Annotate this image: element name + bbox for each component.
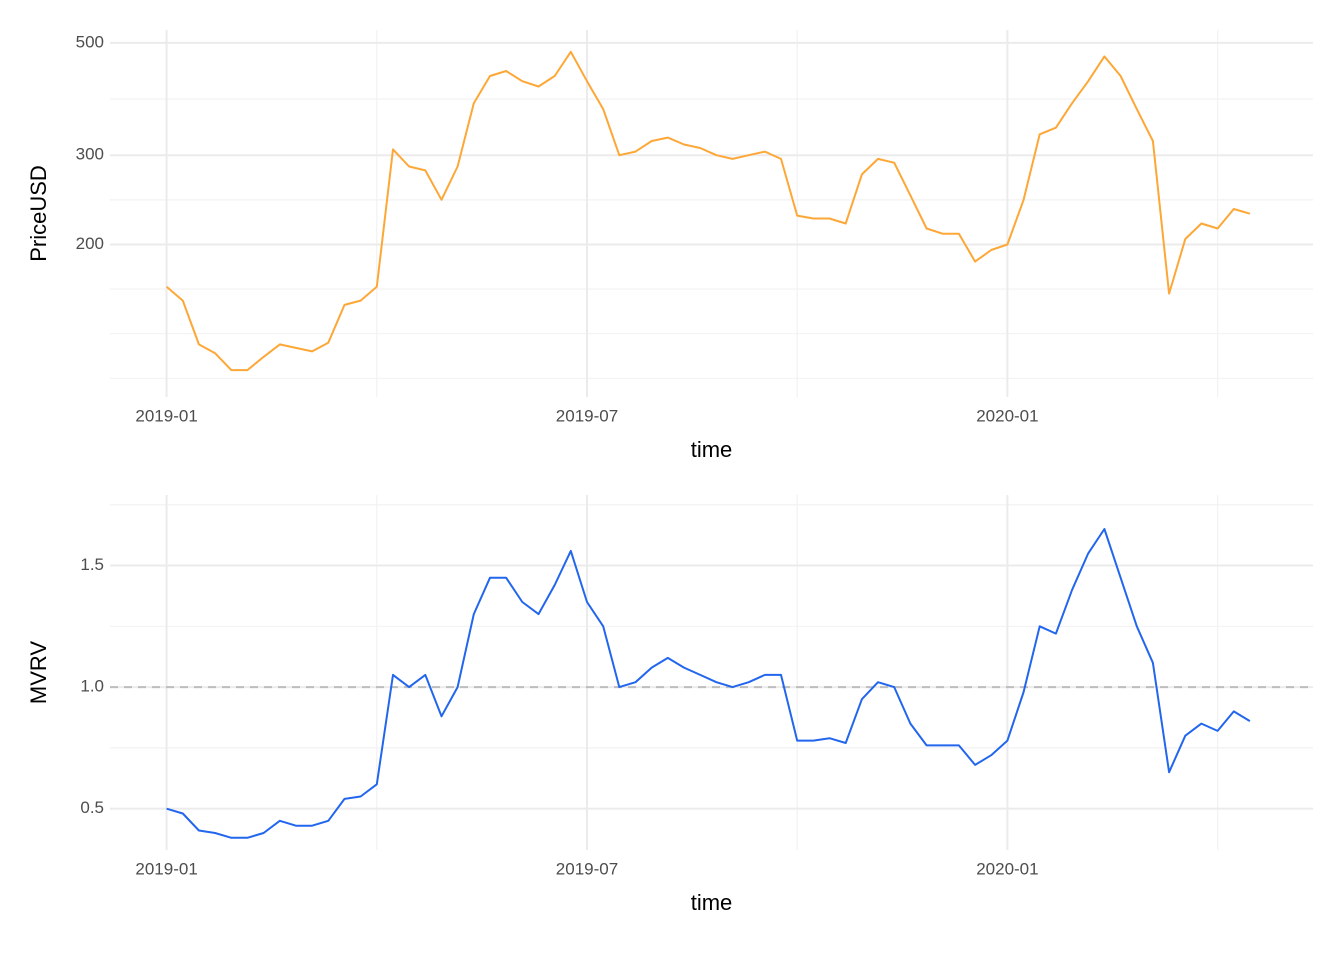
y-tick-label: 0.5 [80,798,104,817]
y-tick-label: 300 [76,145,104,164]
y-axis-label: MVRV [26,641,51,704]
y-tick-label: 1.0 [80,677,104,696]
data-line [165,50,1251,372]
x-axis-label: time [691,437,733,462]
y-axis-label: PriceUSD [26,165,51,262]
y-tick-label: 500 [76,32,104,51]
data-line [166,528,1251,839]
x-axis-label: time [691,890,733,915]
y-tick-label: 200 [76,234,104,253]
x-tick-label: 2020-01 [976,406,1038,425]
y-tick-label: 1.5 [80,555,104,574]
x-tick-label: 2019-07 [556,859,618,878]
x-tick-label: 2020-01 [976,859,1038,878]
x-tick-label: 2019-01 [135,859,197,878]
x-tick-label: 2019-07 [556,406,618,425]
x-tick-label: 2019-01 [135,406,197,425]
